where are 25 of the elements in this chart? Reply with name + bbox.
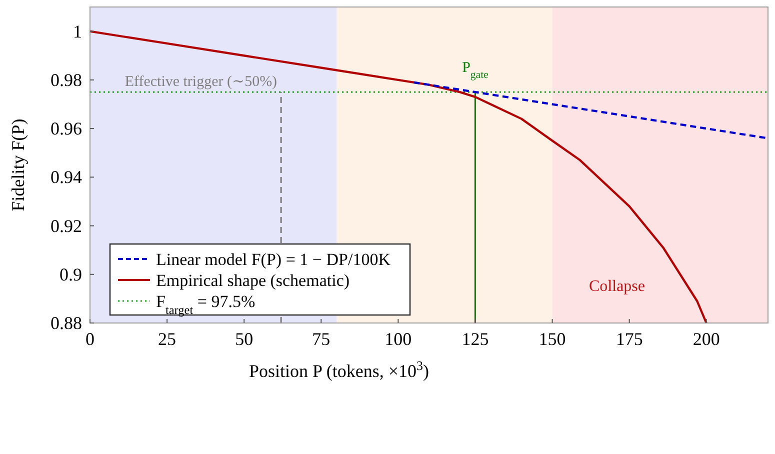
x-tick-label: 200: [692, 329, 720, 349]
y-tick-label: 0.92: [50, 216, 82, 236]
y-tick-label: 0.9: [60, 264, 82, 284]
x-tick-label: 150: [538, 329, 566, 349]
y-tick-label: 0.94: [50, 167, 82, 188]
ref-line-label: Effective trigger (∼50%): [124, 74, 278, 90]
ref-line-label: P$_{gate}$: [462, 60, 489, 82]
x-tick-label: 25: [158, 329, 176, 349]
y-tick-label: 0.98: [50, 70, 82, 90]
y-tick-label: 0.88: [50, 313, 82, 333]
x-tick-label: 175: [616, 329, 643, 349]
x-tick-label: 125: [462, 329, 489, 349]
x-tick-label: 75: [312, 329, 330, 349]
y-axis-title: Fidelity F(P): [8, 118, 28, 212]
line-series: [88, 30, 708, 324]
legend-label: Linear model F(P) = 1 − DP/100K: [156, 250, 392, 269]
x-tick-label: 100: [384, 329, 412, 349]
x-tick-label: 0: [86, 329, 94, 349]
y-tick-label: 0.96: [50, 118, 82, 139]
band-label: Collapse: [588, 278, 645, 295]
x-axis-title: Position P (tokens, ×10$^{3}$): [249, 358, 429, 381]
legend-label: Empirical shape (schematic): [156, 271, 350, 290]
legend-label: F$_{target}$ = 97.5%: [156, 292, 256, 317]
y-tick-label: 1: [73, 21, 82, 42]
x-tick-label: 50: [235, 329, 254, 349]
